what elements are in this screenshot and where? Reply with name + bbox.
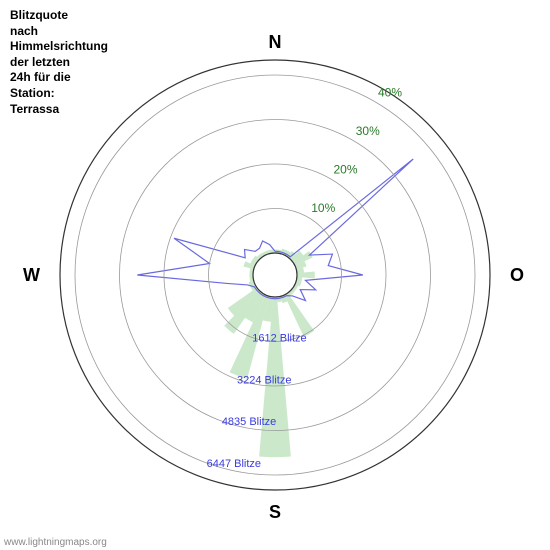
percent-label: 10%: [311, 201, 335, 215]
center-ring: [253, 253, 297, 297]
compass-n: N: [269, 32, 282, 52]
blitze-label: 3224 Blitze: [237, 374, 291, 386]
percent-label: 30%: [356, 124, 380, 138]
compass-s: S: [269, 502, 281, 522]
polar-chart: 10% 20% 30% 40% 1612 Blitze 3224 Blitze 4835 B…: [0, 0, 550, 550]
percent-label: 40%: [378, 86, 402, 100]
blitze-label: 6447 Blitze: [207, 458, 261, 470]
blitze-label: 4835 Blitze: [222, 416, 276, 428]
green-sector: [284, 293, 314, 337]
percent-label: 20%: [334, 163, 358, 177]
blitze-label: 1612 Blitze: [252, 332, 306, 344]
compass-e: O: [510, 265, 524, 285]
compass-w: W: [23, 265, 40, 285]
